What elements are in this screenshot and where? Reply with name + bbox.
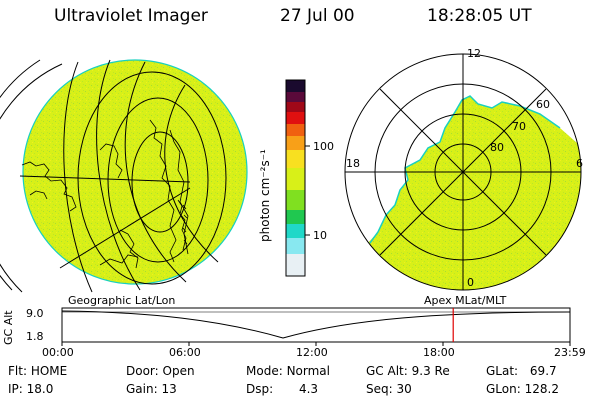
- status-dsp: Dsp: 4.3: [246, 382, 319, 396]
- lat-label-80: 80: [490, 141, 504, 154]
- mlt-label-12: 12: [467, 47, 481, 60]
- status-gain: Gain: 13: [126, 382, 177, 396]
- status-door: Door: Open: [126, 364, 195, 378]
- mlt-label-18: 18: [346, 157, 360, 170]
- altitude-tick-high: 9.0: [26, 307, 44, 320]
- lat-label-70: 70: [512, 120, 526, 133]
- date-label: 27 Jul 00: [280, 6, 355, 26]
- polar-image: [345, 95, 581, 290]
- coastline-outline: [21, 119, 189, 269]
- time-label: 18:28:05 UT: [427, 6, 532, 26]
- status-mode: Mode: Normal: [246, 364, 330, 378]
- mlt-label-6: 6: [576, 157, 583, 170]
- mlt-label-0: 0: [467, 276, 474, 289]
- status-ip: IP: 18.0: [8, 382, 54, 396]
- lat-label-60: 60: [536, 98, 550, 111]
- altitude-tick-low: 1.8: [26, 330, 44, 343]
- time-tick-1800: 18:00: [423, 346, 455, 359]
- globe-image: [22, 59, 248, 285]
- colorbar: [285, 79, 310, 277]
- time-tick-2359: 23:59: [554, 346, 586, 359]
- colorbar-tick-100: 100: [313, 140, 334, 153]
- status-gcalt: GC Alt: 9.3 Re: [366, 364, 450, 378]
- app-title: Ultraviolet Imager: [54, 6, 208, 26]
- status-flt: Flt: HOME: [8, 364, 68, 378]
- left-panel-label: Geographic Lat/Lon: [68, 294, 176, 307]
- time-tick-0600: 06:00: [169, 346, 201, 359]
- status-seq: Seq: 30: [366, 382, 412, 396]
- colorbar-tick-10: 10: [313, 229, 327, 242]
- polar-grid: [344, 53, 582, 291]
- right-panel-label: Apex MLat/MLT: [424, 294, 507, 307]
- globe-grid: [0, 59, 227, 293]
- status-glat: GLat: 69.7: [486, 364, 557, 378]
- status-glon: GLon: 128.2: [486, 382, 559, 396]
- time-tick-0000: 00:00: [42, 346, 74, 359]
- time-tick-1200: 12:00: [296, 346, 328, 359]
